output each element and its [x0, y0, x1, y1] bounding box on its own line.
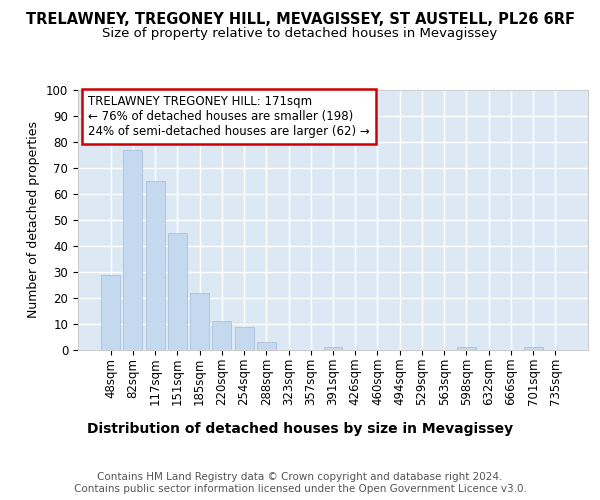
Text: TRELAWNEY TREGONEY HILL: 171sqm
← 76% of detached houses are smaller (198)
24% o: TRELAWNEY TREGONEY HILL: 171sqm ← 76% of…	[88, 95, 370, 138]
Bar	[190, 293, 209, 350]
Bar	[212, 322, 231, 350]
Bar	[524, 348, 542, 350]
Text: Size of property relative to detached houses in Mevagissey: Size of property relative to detached ho…	[103, 28, 497, 40]
Y-axis label: Number of detached properties: Number of detached properties	[28, 122, 40, 318]
Bar	[124, 150, 142, 350]
Text: Distribution of detached houses by size in Mevagissey: Distribution of detached houses by size …	[87, 422, 513, 436]
Bar	[257, 342, 276, 350]
Bar	[457, 348, 476, 350]
Text: Contains HM Land Registry data © Crown copyright and database right 2024.
Contai: Contains HM Land Registry data © Crown c…	[74, 472, 526, 494]
Bar	[323, 348, 343, 350]
Text: TRELAWNEY, TREGONEY HILL, MEVAGISSEY, ST AUSTELL, PL26 6RF: TRELAWNEY, TREGONEY HILL, MEVAGISSEY, ST…	[25, 12, 575, 28]
Bar	[235, 326, 254, 350]
Bar	[101, 274, 120, 350]
Bar	[168, 233, 187, 350]
Bar	[146, 181, 164, 350]
